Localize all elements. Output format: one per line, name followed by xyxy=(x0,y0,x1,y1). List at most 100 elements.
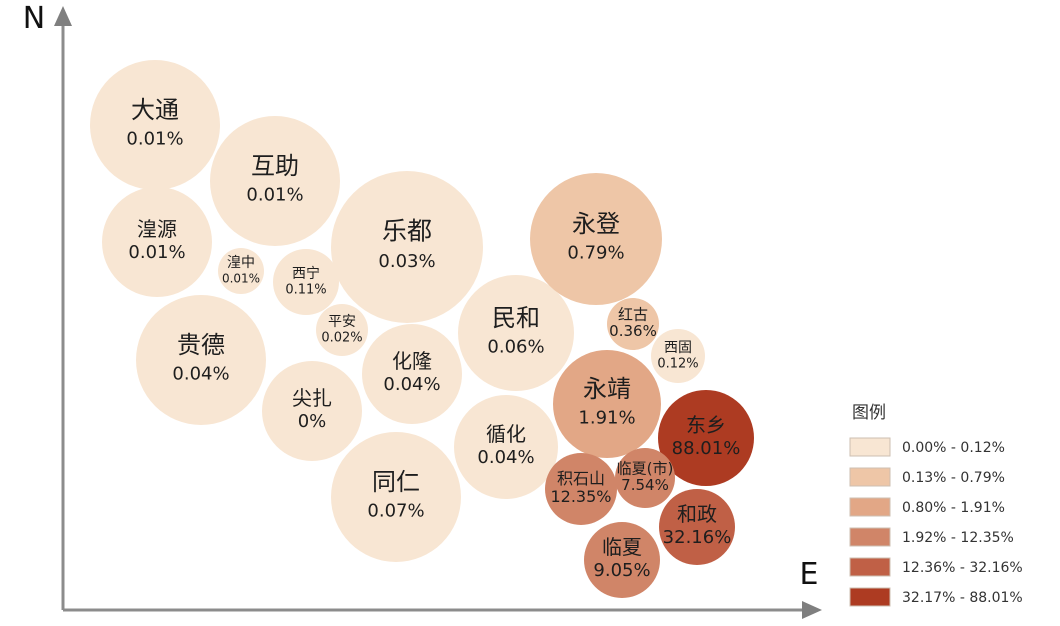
bubble-circle xyxy=(659,489,735,565)
bubble-name-label: 民和 xyxy=(492,304,540,332)
bubble-1: 互助 0.01% xyxy=(210,116,340,246)
bubble-value-label: 0.03% xyxy=(378,251,435,272)
bubble-name-label: 同仁 xyxy=(372,468,420,496)
legend-swatch-2 xyxy=(849,497,891,517)
bubble-value-label: 7.54% xyxy=(621,476,669,494)
bubble-13: 永登 0.79% xyxy=(530,173,662,305)
legend-items: 0.00% - 0.12% 0.13% - 0.79% 0.80% - 1.91% 1… xyxy=(849,437,1023,607)
bubble-name-label: 东乡 xyxy=(686,413,726,437)
legend-label-2: 0.80% - 1.91% xyxy=(902,500,1005,516)
bubble-value-label: 9.05% xyxy=(593,560,650,581)
bubble-value-label: 1.91% xyxy=(578,407,635,428)
bubble-12: 循化0.04% xyxy=(454,395,558,499)
bubble-circle xyxy=(553,350,661,458)
legend-label-0: 0.00% - 0.12% xyxy=(902,440,1005,456)
legend-label-5: 32.17% - 88.01% xyxy=(902,590,1023,606)
bubble-circle xyxy=(530,173,662,305)
bubble-name-label: 湟源 xyxy=(137,217,177,241)
north-axis-label: N xyxy=(23,1,45,36)
bubble-circle xyxy=(651,329,705,383)
bubble-5: 乐都 0.03% xyxy=(331,171,483,323)
bubble-circle xyxy=(584,522,660,598)
bubble-value-label: 12.35% xyxy=(550,487,611,506)
bubble-value-label: 0.06% xyxy=(487,336,544,357)
legend-label-3: 1.92% - 12.35% xyxy=(902,530,1014,546)
bubble-value-label: 0.79% xyxy=(567,242,624,263)
bubble-circle xyxy=(331,171,483,323)
bubble-0: 大通 0.01% xyxy=(90,60,220,190)
bubble-value-label: 88.01% xyxy=(672,438,741,459)
bubble-6: 平安0.02% xyxy=(316,304,368,356)
bubble-value-label: 0.04% xyxy=(383,374,440,395)
bubble-9: 化隆0.04% xyxy=(362,324,462,424)
bubble-19: 临夏(市)7.54% xyxy=(615,448,675,508)
bubble-circle xyxy=(331,432,461,562)
bubble-name-label: 化隆 xyxy=(392,349,432,373)
bubble-circle xyxy=(273,249,339,315)
bubble-name-label: 平安 xyxy=(328,314,356,330)
bubble-circle xyxy=(102,187,212,297)
bubble-value-label: 0.12% xyxy=(657,356,698,371)
bubble-value-label: 0.07% xyxy=(367,500,424,521)
bubble-value-label: 32.16% xyxy=(663,527,732,548)
bubble-16: 永靖 1.91% xyxy=(553,350,661,458)
bubble-name-label: 湟中 xyxy=(227,255,255,271)
bubble-name-label: 和政 xyxy=(677,502,717,526)
bubble-name-label: 循化 xyxy=(486,422,526,446)
legend-swatch-4 xyxy=(849,557,891,577)
legend-swatch-3 xyxy=(849,527,891,547)
bubble-circle xyxy=(210,116,340,246)
bubble-circle xyxy=(454,395,558,499)
bubble-circle xyxy=(545,453,617,525)
bubble-3: 湟中0.01% xyxy=(218,248,264,294)
bubble-circle xyxy=(90,60,220,190)
legend-title: 图例 xyxy=(852,403,886,423)
bubble-value-label: 0% xyxy=(298,411,327,432)
bubble-name-label: 永靖 xyxy=(583,375,631,403)
bubble-value-label: 0.11% xyxy=(285,282,326,297)
bubble-circle xyxy=(136,295,266,425)
bubble-circle xyxy=(658,390,754,486)
bubble-name-label: 尖扎 xyxy=(292,386,332,410)
bubble-name-label: 红古 xyxy=(618,306,648,324)
bubble-circle xyxy=(218,248,264,294)
bubble-14: 红古0.36% xyxy=(607,298,659,350)
bubble-value-label: 0.01% xyxy=(246,184,303,205)
bubble-value-label: 0.36% xyxy=(609,322,657,340)
bubble-name-label: 西宁 xyxy=(292,265,320,282)
legend-swatch-0 xyxy=(849,437,891,457)
legend-swatch-5 xyxy=(849,587,891,607)
bubble-circle xyxy=(615,448,675,508)
axes: N E xyxy=(23,1,822,619)
legend-swatch-1 xyxy=(849,467,891,487)
bubble-15: 西固0.12% xyxy=(651,329,705,383)
bubble-4: 西宁0.11% xyxy=(273,249,339,315)
north-arrow-icon xyxy=(54,6,72,26)
bubble-11: 民和 0.06% xyxy=(458,275,574,391)
legend: 图例 0.00% - 0.12% 0.13% - 0.79% 0.80% - 1.9… xyxy=(849,403,1023,607)
bubble-circle xyxy=(458,275,574,391)
bubble-name-label: 永登 xyxy=(572,210,620,238)
bubble-name-label: 贵德 xyxy=(177,331,225,359)
legend-label-4: 12.36% - 32.16% xyxy=(902,560,1023,576)
bubble-name-label: 临夏 xyxy=(602,535,642,559)
bubble-name-label: 互助 xyxy=(251,152,299,180)
bubble-name-label: 大通 xyxy=(131,96,179,124)
bubble-value-label: 0.01% xyxy=(222,271,260,285)
east-axis-label: E xyxy=(800,557,819,592)
bubble-2: 湟源0.01% xyxy=(102,187,212,297)
bubble-value-label: 0.04% xyxy=(172,363,229,384)
bubble-name-label: 西固 xyxy=(664,340,692,356)
east-arrow-icon xyxy=(802,601,822,619)
bubble-circle xyxy=(607,298,659,350)
bubbles: 大通0.01%互助0.01%湟源0.01% 湟中0.01% 西宁0.11%乐都0.0… xyxy=(90,60,754,598)
bubble-name-label: 乐都 xyxy=(382,217,432,246)
bubble-circle xyxy=(316,304,368,356)
bubble-21: 临夏9.05% xyxy=(584,522,660,598)
bubble-name-label: 临夏(市) xyxy=(617,460,674,478)
bubble-name-label: 积石山 xyxy=(557,469,605,488)
